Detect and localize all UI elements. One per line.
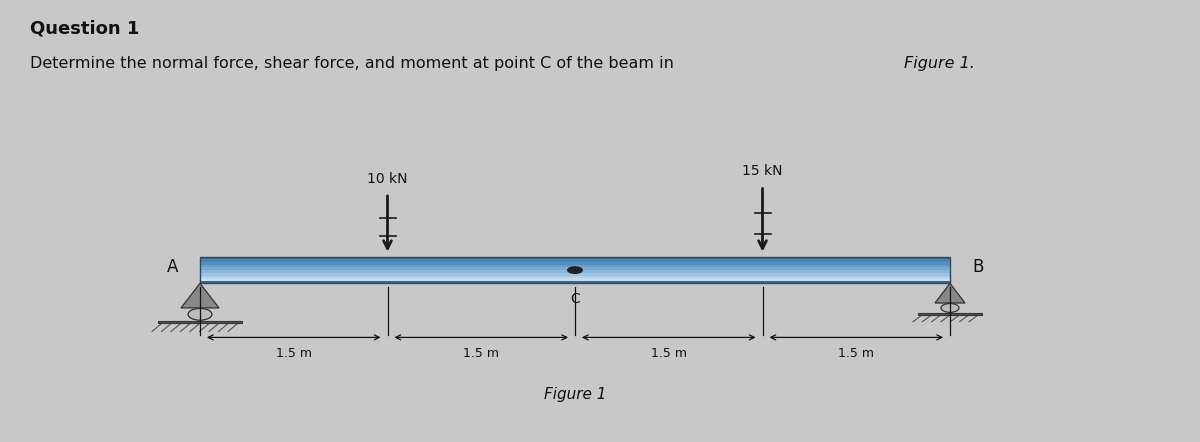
Bar	[200, 257, 950, 283]
Text: Determine the normal force, shear force, and moment at point C of the beam in: Determine the normal force, shear force,…	[30, 57, 679, 72]
Polygon shape	[181, 283, 220, 308]
Text: C: C	[570, 292, 580, 306]
Bar	[200, 257, 950, 259]
Text: 1.5 m: 1.5 m	[276, 347, 312, 360]
Text: 10 kN: 10 kN	[367, 171, 408, 186]
Bar	[158, 321, 242, 323]
Circle shape	[941, 304, 959, 312]
Text: 15 kN: 15 kN	[743, 164, 782, 178]
Bar	[200, 273, 950, 275]
Text: A: A	[167, 258, 178, 276]
Text: 1.5 m: 1.5 m	[463, 347, 499, 360]
Bar	[918, 313, 982, 315]
Bar	[200, 278, 950, 281]
Bar	[200, 265, 950, 267]
Text: Question 1: Question 1	[30, 19, 139, 38]
Bar	[200, 262, 950, 265]
Circle shape	[568, 266, 583, 274]
Text: 1.5 m: 1.5 m	[650, 347, 686, 360]
Text: Figure 1.: Figure 1.	[904, 57, 974, 72]
Polygon shape	[935, 283, 965, 303]
Text: Figure 1: Figure 1	[544, 386, 606, 401]
Bar	[200, 275, 950, 278]
Bar	[200, 270, 950, 273]
Circle shape	[188, 309, 212, 320]
Text: 1.5 m: 1.5 m	[839, 347, 875, 360]
Text: B: B	[972, 258, 983, 276]
Bar	[200, 267, 950, 270]
Bar	[200, 281, 950, 283]
Bar	[200, 259, 950, 262]
